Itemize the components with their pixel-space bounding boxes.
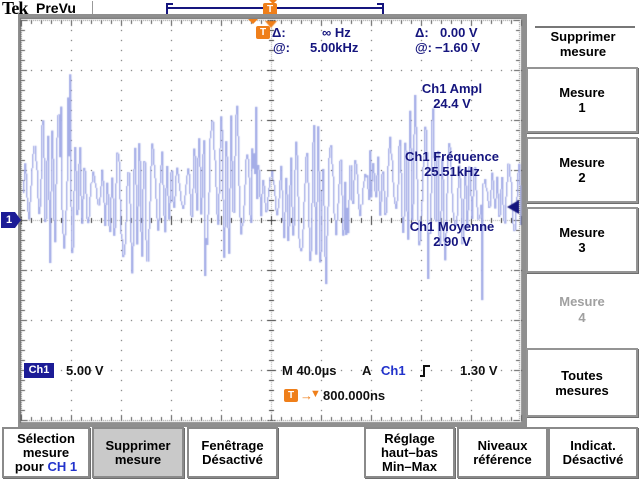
button-label-line: Fenêtrage bbox=[201, 437, 264, 453]
channel1-badge: Ch1 bbox=[24, 363, 54, 378]
at-volt-label: @: bbox=[415, 40, 433, 55]
delay-value: 800.000ns bbox=[323, 388, 386, 403]
button-label-line: pour CH 1 bbox=[14, 458, 78, 474]
header-divider bbox=[92, 1, 93, 14]
bottom-menu-niveaux-reference[interactable]: Niveaux référence bbox=[457, 427, 548, 478]
side-menu-title-line: Supprimer bbox=[550, 29, 616, 44]
delta-freq-value: ∞ Hz bbox=[322, 25, 351, 40]
menu-item-label: 4 bbox=[578, 310, 586, 325]
button-label-line: mesure bbox=[22, 444, 70, 460]
menu-item-label: 3 bbox=[578, 240, 586, 255]
button-label-line: haut–bas bbox=[380, 444, 439, 460]
acquisition-mode: A bbox=[362, 363, 372, 378]
measurement-ch1-moyenne: Ch1 Moyenne 2.90 V bbox=[367, 219, 537, 249]
trigger-source: Ch1 bbox=[381, 363, 406, 378]
side-menu-item-mesure-4-disabled: Mesure 4 bbox=[526, 294, 638, 326]
timebase-readout: M 40.0µs bbox=[282, 363, 337, 378]
waveform-graticule bbox=[18, 14, 527, 427]
menu-item-label: Mesure bbox=[559, 85, 605, 100]
button-label-line: référence bbox=[473, 451, 532, 467]
button-label-line: mesure bbox=[114, 451, 162, 467]
acquisition-mode-label: PreVu bbox=[36, 0, 76, 16]
trigger-position-icon bbox=[248, 19, 258, 24]
menu-item-label: 1 bbox=[578, 100, 586, 115]
button-label-line: Indicat. bbox=[570, 437, 616, 453]
side-menu-item-mesure-3[interactable]: Mesure 3 bbox=[526, 207, 638, 273]
rising-edge-icon bbox=[420, 365, 430, 377]
side-menu-title-line: mesure bbox=[559, 44, 607, 59]
button-label-line: Supprimer bbox=[105, 437, 171, 453]
bottom-menu-fenetrage[interactable]: Fenêtrage Désactivé bbox=[187, 427, 278, 478]
channel1-ground-marker: 1 bbox=[1, 212, 21, 228]
at-freq-label: @: bbox=[273, 40, 291, 55]
button-label-line: Sélection bbox=[17, 430, 75, 446]
trigger-readout-t-icon: T bbox=[256, 26, 270, 39]
tek-logo: Tek bbox=[2, 0, 28, 18]
measurement-ch1-frequence: Ch1 Fréquence 25.51kHz bbox=[367, 149, 537, 179]
delta-freq-label: Δ: bbox=[272, 25, 286, 40]
menu-item-label: 2 bbox=[578, 170, 586, 185]
menu-item-label: Toutes bbox=[561, 367, 603, 383]
bottom-menu-supprimer-mesure[interactable]: Supprimer mesure bbox=[92, 427, 184, 478]
trigger-level: 1.30 V bbox=[460, 363, 498, 378]
button-label-line: Désactivé bbox=[202, 451, 263, 467]
delay-triangle-icon: ▼ bbox=[310, 388, 321, 400]
measurement-label: Ch1 Ampl bbox=[421, 81, 483, 96]
menu-item-label: Mesure bbox=[559, 294, 605, 309]
delta-volt-value: 0.00 V bbox=[440, 25, 478, 40]
menu-item-label: Mesure bbox=[559, 155, 605, 170]
record-trigger-pointer-icon bbox=[268, 0, 278, 4]
menu-item-label: mesures bbox=[555, 382, 609, 398]
measurement-ch1-ampl: Ch1 Ampl 24.4 V bbox=[367, 81, 537, 111]
measurement-value: 25.51kHz bbox=[424, 164, 480, 179]
bottom-menu-reglage-haut-bas[interactable]: Réglage haut–bas Min–Max bbox=[364, 427, 455, 478]
button-label-part: pour bbox=[14, 458, 44, 474]
button-label-line: Niveaux bbox=[477, 437, 528, 453]
channel1-scale: 5.00 V bbox=[66, 363, 104, 378]
at-freq-value: 5.00kHz bbox=[310, 40, 359, 55]
measurement-label: Ch1 Fréquence bbox=[405, 149, 499, 164]
measurement-label: Ch1 Moyenne bbox=[409, 219, 495, 234]
bottom-menu-indicat[interactable]: Indicat. Désactivé bbox=[548, 427, 638, 478]
record-trigger-t-icon: T bbox=[263, 3, 277, 16]
delay-t-icon: T bbox=[284, 389, 298, 402]
measurement-value: 24.4 V bbox=[433, 96, 471, 111]
at-volt-value: −1.60 V bbox=[435, 40, 481, 55]
side-menu-item-mesure-1[interactable]: Mesure 1 bbox=[526, 67, 638, 133]
button-channel-part: CH 1 bbox=[47, 458, 78, 474]
button-label-line: Réglage bbox=[384, 430, 435, 446]
menu-item-label: Mesure bbox=[559, 225, 605, 240]
measurement-value: 2.90 V bbox=[433, 234, 471, 249]
side-menu-title: Supprimer mesure bbox=[527, 29, 639, 59]
bottom-menu-selection-mesure[interactable]: Sélection mesure pour CH 1 bbox=[2, 427, 90, 478]
side-menu-title-rule bbox=[535, 26, 635, 28]
button-label-line: Désactivé bbox=[562, 451, 624, 467]
side-menu-item-mesure-2[interactable]: Mesure 2 bbox=[526, 137, 638, 203]
delay-arrow-icon: → bbox=[300, 388, 313, 403]
button-label-line: Min–Max bbox=[382, 458, 437, 474]
delta-volt-label: Δ: bbox=[415, 25, 429, 40]
side-menu-item-toutes-mesures[interactable]: Toutes mesures bbox=[526, 348, 638, 417]
